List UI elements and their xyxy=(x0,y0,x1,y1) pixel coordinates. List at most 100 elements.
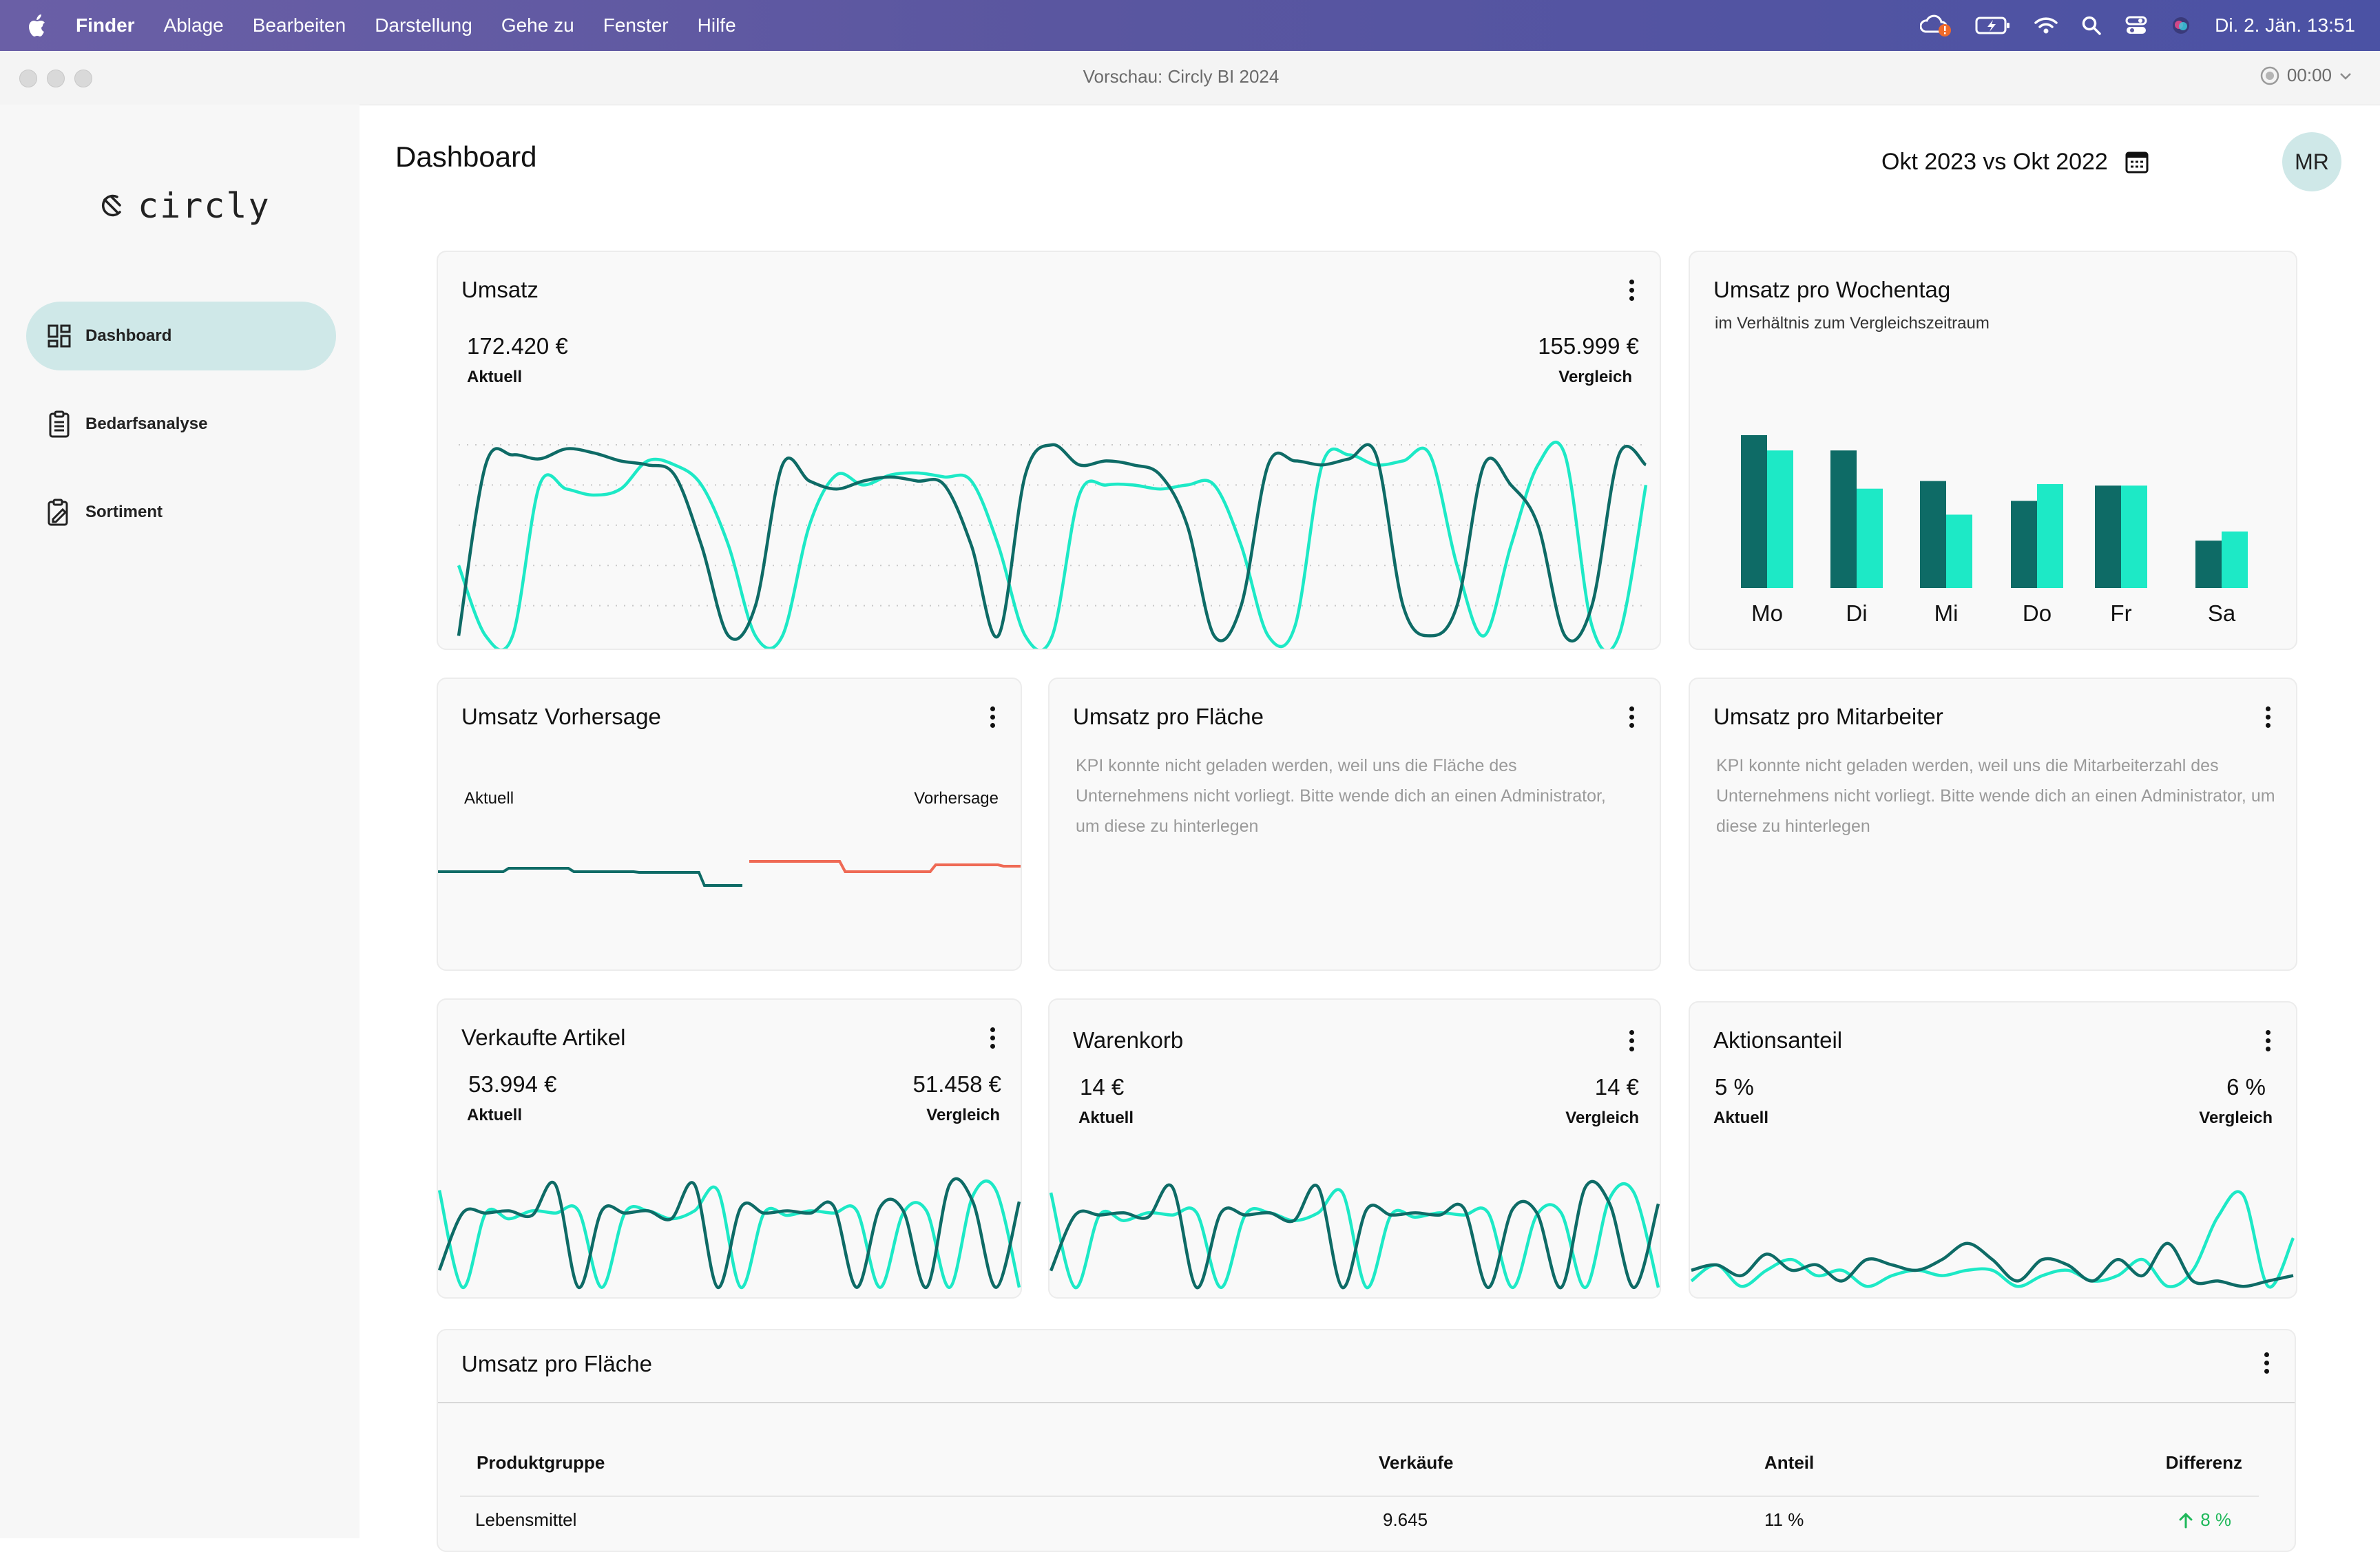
window-title: Vorschau: Circly BI 2024 xyxy=(1083,66,1280,87)
x-tick-label: Mi xyxy=(1934,600,1959,626)
aktionsanteil-line-chart xyxy=(1690,1190,2295,1289)
more-options-icon[interactable] xyxy=(1628,280,1635,304)
more-options-icon[interactable] xyxy=(2264,1030,2271,1055)
menu-ablage[interactable]: Ablage xyxy=(163,14,224,36)
more-options-icon[interactable] xyxy=(1628,706,1635,731)
card-umsatz-vorhersage: Umsatz Vorhersage Aktuell Vorhersage xyxy=(437,678,1022,971)
series-vorhersage-line xyxy=(749,860,1021,873)
cloud-warning-icon[interactable] xyxy=(1920,14,1952,37)
bar-vergleich xyxy=(2037,484,2063,588)
avatar[interactable]: MR xyxy=(2282,132,2341,191)
compare-value: 14 € xyxy=(1594,1074,1639,1100)
artikel-line-chart xyxy=(438,1177,1021,1289)
siri-icon[interactable] xyxy=(2171,15,2191,36)
arrow-up-icon xyxy=(2179,1512,2193,1528)
menu-hilfe[interactable]: Hilfe xyxy=(697,14,736,36)
cell-differenz-value: 8 % xyxy=(2200,1509,2231,1530)
current-value: 172.420 € xyxy=(467,333,568,359)
table-header-row: Produktgruppe Verkäufe Anteil Differenz xyxy=(460,1429,2259,1497)
series-aktuell-line xyxy=(1691,1241,2294,1288)
close-window-button[interactable] xyxy=(19,70,37,87)
column-header-verkaeufe[interactable]: Verkäufe xyxy=(1379,1429,1764,1497)
sidebar-item-bedarfsanalyse[interactable]: Bedarfsanalyse xyxy=(26,390,336,459)
divider xyxy=(438,1402,2295,1403)
card-umsatz-flaeche-table: Umsatz pro Fläche Produktgruppe Verkäufe… xyxy=(437,1329,2296,1552)
cell-verkaeufe: 9.645 xyxy=(1383,1509,1428,1530)
bar-vergleich xyxy=(2121,485,2147,588)
card-umsatz: Umsatz 172.420 € Aktuell 155.999 € Vergl… xyxy=(437,251,1661,650)
menu-fenster[interactable]: Fenster xyxy=(603,14,669,36)
current-label: Aktuell xyxy=(1713,1109,1769,1127)
cell-produktgruppe: Lebensmittel xyxy=(475,1509,577,1530)
compare-label: Vergleich xyxy=(926,1106,1000,1124)
sidebar-item-sortiment[interactable]: Sortiment xyxy=(26,478,336,547)
more-options-icon[interactable] xyxy=(989,1027,996,1052)
more-options-icon[interactable] xyxy=(1628,1030,1635,1055)
bar-aktuell xyxy=(1920,481,1946,588)
wifi-icon[interactable] xyxy=(2034,17,2058,34)
forecast-label: Vorhersage xyxy=(914,789,999,808)
current-label: Aktuell xyxy=(464,789,514,808)
clipboard-list-icon xyxy=(47,410,72,438)
more-options-icon[interactable] xyxy=(2264,706,2271,731)
recording-time: 00:00 xyxy=(2286,65,2332,85)
kpi-error-message: KPI konnte nicht geladen werden, weil un… xyxy=(1076,756,1606,836)
series-aktuell-line xyxy=(438,867,742,887)
card-title: Umsatz pro Fläche xyxy=(461,1351,652,1376)
current-label: Aktuell xyxy=(467,368,523,386)
clipboard-edit-icon xyxy=(47,499,72,526)
bar-vergleich xyxy=(1857,488,1883,588)
period-selector[interactable]: Okt 2023 vs Okt 2022 xyxy=(1881,149,2108,175)
column-header-anteil[interactable]: Anteil xyxy=(1764,1429,2095,1497)
more-options-icon[interactable] xyxy=(989,706,996,731)
card-title: Warenkorb xyxy=(1073,1027,1184,1053)
menu-bar: Finder Ablage Bearbeiten Darstellung Geh… xyxy=(0,0,2380,51)
menu-gehe-zu[interactable]: Gehe zu xyxy=(501,14,574,36)
minimize-window-button[interactable] xyxy=(47,70,65,87)
x-tick-label: Do xyxy=(2023,600,2052,626)
more-options-icon[interactable] xyxy=(2263,1352,2270,1377)
table-row[interactable]: Lebensmittel 9.645 11 % 8 % xyxy=(460,1496,2259,1542)
cell-anteil: 11 % xyxy=(1764,1509,1804,1530)
card-title: Umsatz pro Wochentag xyxy=(1713,277,1951,302)
compare-value: 155.999 € xyxy=(1538,333,1639,359)
chevron-down-icon xyxy=(2340,72,2351,80)
series-aktuell-line xyxy=(438,1177,1021,1289)
series-aktuell-line xyxy=(457,443,1647,643)
menu-finder[interactable]: Finder xyxy=(76,14,135,36)
card-title: Umsatz pro Mitarbeiter xyxy=(1713,704,1943,729)
bar-vergleich xyxy=(1946,514,1972,588)
calendar-icon[interactable] xyxy=(2125,150,2149,174)
battery-charging-icon[interactable] xyxy=(1975,17,2011,34)
apple-logo-icon[interactable] xyxy=(26,12,50,39)
bar-vergleich xyxy=(2222,531,2248,588)
sidebar-item-dashboard[interactable]: Dashboard xyxy=(26,302,336,370)
card-umsatz-flaeche: Umsatz pro Fläche KPI konnte nicht gelad… xyxy=(1048,678,1661,971)
bar-aktuell xyxy=(1830,450,1857,588)
menu-darstellung[interactable]: Darstellung xyxy=(375,14,472,36)
logo-text: circly xyxy=(138,186,271,226)
card-subtitle: im Verhältnis zum Vergleichszeitraum xyxy=(1715,314,1990,333)
card-title: Umsatz xyxy=(461,277,539,302)
cell-differenz: 8 % xyxy=(2095,1496,2259,1542)
menubar-clock[interactable]: Di. 2. Jän. 13:51 xyxy=(2215,14,2355,36)
zoom-window-button[interactable] xyxy=(74,70,92,87)
column-header-produktgruppe[interactable]: Produktgruppe xyxy=(460,1429,1379,1497)
sidebar-item-label: Sortiment xyxy=(85,503,163,521)
window-titlebar: Vorschau: Circly BI 2024 00:00 xyxy=(0,51,2380,105)
x-tick-label: Mo xyxy=(1751,600,1783,626)
bar-aktuell xyxy=(2095,485,2121,588)
bar-aktuell xyxy=(2011,501,2037,588)
product-group-table: Produktgruppe Verkäufe Anteil Differenz … xyxy=(460,1429,2259,1542)
search-icon[interactable] xyxy=(2081,15,2102,36)
card-warenkorb: Warenkorb 14 € Aktuell 14 € Vergleich xyxy=(1048,998,1661,1299)
control-center-icon[interactable] xyxy=(2125,15,2147,36)
bar-vergleich xyxy=(1767,450,1793,588)
x-tick-label: Di xyxy=(1846,600,1867,626)
menu-bearbeiten[interactable]: Bearbeiten xyxy=(252,14,346,36)
preview-window: Vorschau: Circly BI 2024 00:00 circly Da… xyxy=(0,51,2380,1552)
circly-logo: circly xyxy=(96,186,271,226)
column-header-differenz[interactable]: Differenz xyxy=(2095,1429,2259,1497)
recording-indicator[interactable]: 00:00 xyxy=(2259,65,2352,86)
card-umsatz-wochentag: Umsatz pro Wochentag im Verhältnis zum V… xyxy=(1689,251,2297,650)
